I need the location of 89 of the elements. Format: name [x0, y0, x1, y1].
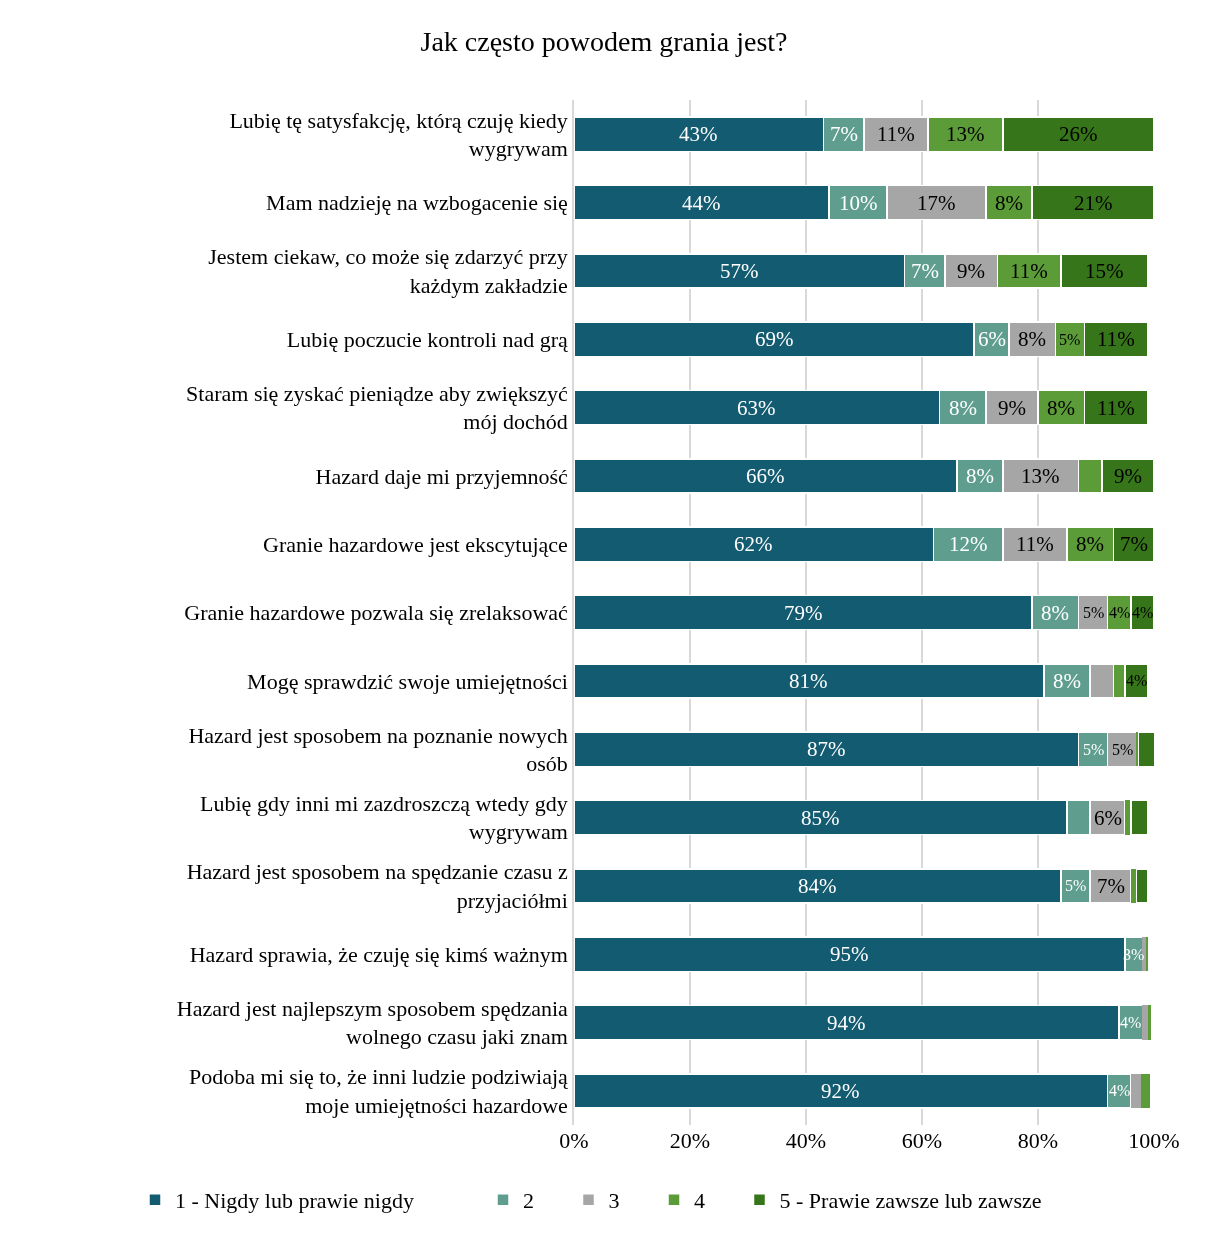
data-label: 43% [679, 122, 718, 146]
data-label: 5% [1112, 741, 1134, 758]
x-tick-label: 0% [559, 1128, 589, 1153]
data-label: 13% [946, 122, 985, 146]
y-tick-label: Hazard daje mi przyjemność [315, 463, 569, 489]
data-label: 12% [949, 532, 988, 556]
data-label: 8% [1018, 327, 1046, 351]
bar [1146, 937, 1149, 972]
y-tick-label: Lubię gdy inni mi zazdroszczą wtedy gdy wygrywam [200, 790, 568, 845]
data-label: 62% [734, 532, 773, 556]
y-tick-label: Hazard sprawia, że czuję się kimś ważnym [189, 941, 568, 967]
legend-label: 1 - Nigdy lub prawie nigdy [175, 1188, 414, 1214]
data-label: 17% [917, 191, 956, 215]
y-tick-label: Lubię tę satysfakcję, którą czuję kiedy wygrywam [229, 107, 568, 162]
data-label: 8% [1076, 532, 1104, 556]
data-label: 6% [1094, 806, 1122, 830]
y-tick-label: Mogę sprawdzić swoje umiejętności [247, 668, 568, 694]
data-label: 9% [957, 259, 985, 283]
data-label: 66% [746, 464, 785, 488]
x-tick-label: 80% [1017, 1128, 1059, 1153]
data-label: 94% [827, 1011, 866, 1035]
x-tick-label: 20% [669, 1128, 711, 1153]
data-label: 63% [737, 396, 776, 420]
data-label: 79% [784, 601, 823, 625]
data-label: 8% [1041, 601, 1069, 625]
legend-label: 2 [523, 1188, 534, 1214]
legend-label: 3 [608, 1188, 620, 1214]
data-label: 87% [807, 737, 846, 761]
y-tick-label: Lubię poczucie kontroli nad grą [286, 326, 569, 352]
data-label: 4% [1126, 672, 1148, 689]
bar [1130, 1073, 1141, 1108]
data-label: 11% [877, 122, 915, 146]
data-label: 8% [966, 464, 994, 488]
data-label: 10% [839, 191, 878, 215]
x-tick-label: 100% [1128, 1128, 1180, 1153]
data-label: 85% [801, 806, 840, 830]
data-label: 5% [1083, 741, 1105, 758]
data-label: 15% [1085, 259, 1124, 283]
legend-label: 5 - Prawie zawsze lub zawsze [779, 1188, 1042, 1214]
data-label: 4% [1109, 604, 1131, 621]
data-label: 11% [1010, 259, 1048, 283]
bar [1142, 1005, 1149, 1040]
y-tick-label: Podoba mi się to, że inni ludzie podziwiają moje umiejętności hazardowe [189, 1064, 569, 1118]
data-label: 11% [1097, 327, 1135, 351]
data-label: 7% [1097, 874, 1125, 898]
y-tick-label: Staram się zyskać pieniądze aby zwiększyć mój dochód [186, 380, 569, 435]
data-label: 13% [1021, 464, 1060, 488]
data-label: 4% [1109, 1082, 1131, 1099]
bar [1135, 868, 1149, 904]
data-label: 5% [1059, 331, 1081, 348]
data-label: 26% [1059, 122, 1098, 146]
chart-title: Jak często powodem grania jest? [420, 25, 788, 57]
data-label: 5% [1065, 877, 1087, 894]
bar [1130, 799, 1149, 836]
data-label: 11% [1097, 396, 1135, 420]
data-label: 7% [830, 122, 858, 146]
data-label: 81% [789, 669, 828, 693]
data-label: 8% [1053, 669, 1081, 693]
data-label: 21% [1074, 191, 1113, 215]
data-label: 69% [755, 327, 794, 351]
data-label: 9% [998, 396, 1026, 420]
data-label: 7% [911, 259, 939, 283]
y-tick-label: Jestem ciekaw, co może się zdarzyć przy każdym zakładzie [208, 244, 568, 298]
bar [1140, 1073, 1150, 1108]
data-label: 4% [1120, 1014, 1142, 1031]
data-label: 44% [682, 191, 721, 215]
data-label: 7% [1120, 532, 1148, 556]
y-tick-label: Granie hazardowe pozwala się zrelaksować [184, 600, 569, 626]
x-tick-label: 60% [901, 1128, 943, 1153]
y-tick-label: Hazard jest najlepszym sposobem spędzania wolnego czasu jaki znam [176, 995, 569, 1050]
y-tick-label: Hazard jest sposobem na poznanie nowych osób [188, 722, 568, 777]
data-label: 92% [821, 1079, 860, 1103]
data-label: 95% [830, 942, 869, 966]
data-label: 4% [1132, 604, 1154, 621]
y-tick-label: Granie hazardowe jest ekscytujące [263, 531, 568, 557]
x-tick-label: 40% [785, 1128, 827, 1153]
legend-label: 4 [694, 1188, 705, 1214]
data-label: 57% [720, 259, 759, 283]
y-tick-label: Mam nadzieję na wzbogacenie się [266, 190, 568, 216]
bar [1148, 1005, 1152, 1040]
data-label: 8% [949, 396, 977, 420]
data-label: 8% [1047, 396, 1075, 420]
data-label: 84% [798, 874, 837, 898]
data-label: 11% [1016, 532, 1054, 556]
data-label: 9% [1114, 464, 1142, 488]
data-label: 6% [978, 327, 1006, 351]
data-label: 5% [1083, 604, 1105, 621]
data-label: 8% [995, 191, 1023, 215]
y-tick-label: Hazard jest sposobem na spędzanie czasu z przyjaciółmi [186, 859, 569, 913]
